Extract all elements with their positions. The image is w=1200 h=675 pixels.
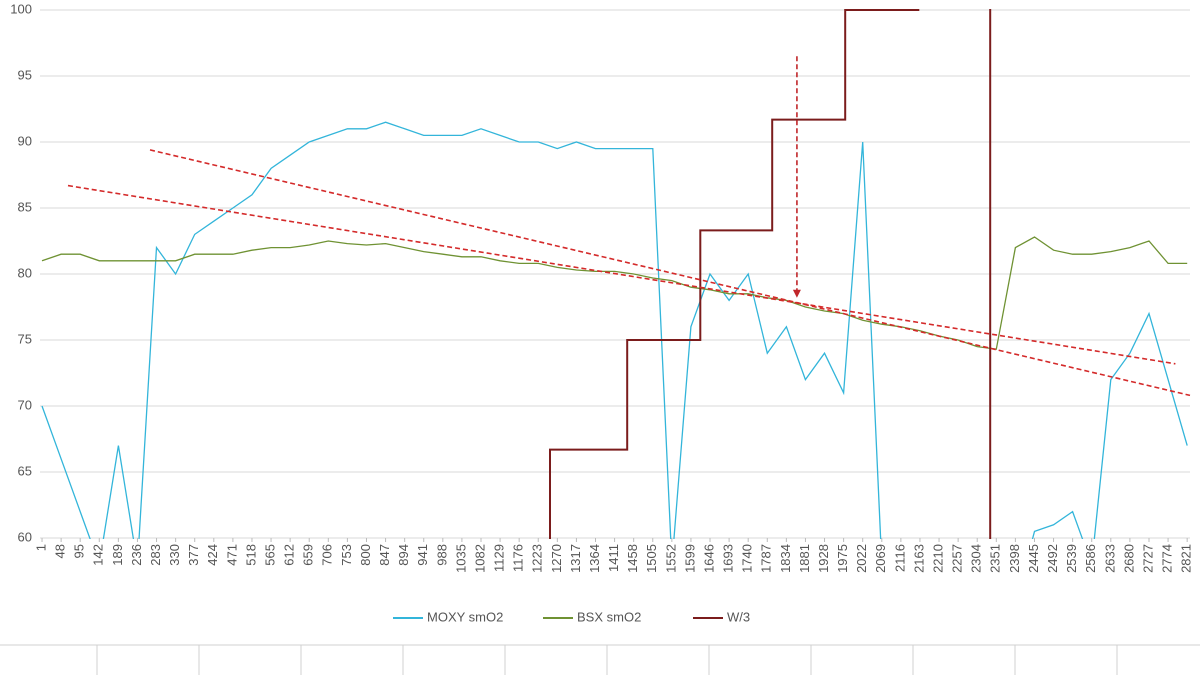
x-tick-label: 1599 <box>682 544 697 573</box>
x-tick-label: 2210 <box>930 544 945 573</box>
x-tick-label: 988 <box>434 544 449 566</box>
x-tick-label: 1740 <box>740 544 755 573</box>
x-tick-label: 95 <box>72 544 87 558</box>
legend-label: W/3 <box>727 609 750 624</box>
legend: MOXY smO2 BSX smO2 W/3 <box>393 609 750 624</box>
x-tick-label: 2727 <box>1140 544 1155 573</box>
y-tick-label: 95 <box>18 67 32 82</box>
x-tick-label: 2069 <box>873 544 888 573</box>
y-tick-label: 75 <box>18 331 32 346</box>
series-line <box>41 121 1188 539</box>
x-tick-label: 189 <box>110 544 125 566</box>
x-tick-label: 330 <box>167 544 182 566</box>
series-line <box>549 9 992 539</box>
x-tick-label: 236 <box>129 544 144 566</box>
x-tick-label: 1082 <box>472 544 487 573</box>
x-tick-label: 2304 <box>969 544 984 573</box>
x-tick-label: 2774 <box>1160 544 1175 573</box>
x-tick-label: 1176 <box>511 544 526 572</box>
x-tick-label: 2680 <box>1121 544 1136 573</box>
y-tick-label: 70 <box>18 397 32 412</box>
x-tick-label: 1834 <box>778 544 793 573</box>
x-tick-label: 518 <box>243 544 258 566</box>
y-tick-label: 60 <box>18 529 32 544</box>
x-tick-label: 1223 <box>530 544 545 573</box>
x-tick-label: 142 <box>91 544 106 566</box>
x-tick-label: 659 <box>301 544 316 566</box>
x-tick-label: 1928 <box>816 544 831 573</box>
y-tick-label: 90 <box>18 133 32 148</box>
x-tick-label: 894 <box>396 544 411 566</box>
legend-label: MOXY smO2 <box>427 609 503 624</box>
arrow-head <box>792 289 801 298</box>
x-tick-label: 2398 <box>1007 544 1022 573</box>
x-tick-label: 2633 <box>1102 544 1117 573</box>
x-tick-label: 2163 <box>911 544 926 573</box>
x-tick-label: 2445 <box>1026 544 1041 573</box>
x-tick-label: 283 <box>148 544 163 566</box>
y-tick-label: 85 <box>18 199 32 214</box>
x-tick-label: 2351 <box>988 544 1003 573</box>
x-tick-label: 471 <box>224 544 239 566</box>
x-tick-label: 1787 <box>759 544 774 573</box>
x-tick-label: 612 <box>282 544 297 566</box>
x-tick-label: 2821 <box>1179 544 1194 573</box>
sheet-grid <box>0 644 1200 675</box>
series-line <box>41 236 1188 350</box>
x-tick-label: 1 <box>33 544 48 551</box>
legend-label: BSX smO2 <box>577 609 641 624</box>
axes: 60 65 70 75 80 85 90 95 100 1 48 95 142 189 236 283 330 3… <box>10 1 1193 572</box>
x-tick-label: 1881 <box>797 544 812 573</box>
x-tick-label: 1975 <box>835 544 850 573</box>
x-tick-label: 424 <box>205 544 220 566</box>
x-tick-label: 48 <box>53 544 68 558</box>
x-tick-label: 1646 <box>701 544 716 573</box>
x-tick-label: 800 <box>358 544 373 566</box>
x-tick-label: 847 <box>377 544 392 566</box>
x-tick-label: 1364 <box>587 544 602 573</box>
trend-line <box>67 184 1176 365</box>
x-tick-label: 1129 <box>492 544 507 572</box>
x-tick-label: 2586 <box>1083 544 1098 573</box>
x-tick-label: 2492 <box>1045 544 1060 573</box>
y-tick-label: 65 <box>18 463 32 478</box>
x-tick-label: 1411 <box>606 544 621 572</box>
series-layer <box>41 9 1191 539</box>
x-tick-label: 753 <box>339 544 354 566</box>
x-tick-label: 565 <box>262 544 277 566</box>
x-tick-label: 1317 <box>568 544 583 573</box>
x-tick-label: 377 <box>186 544 201 566</box>
x-tick-label: 1693 <box>721 544 736 573</box>
x-tick-label: 1505 <box>644 544 659 573</box>
x-tick-label: 1035 <box>453 544 468 573</box>
x-tick-label: 1270 <box>549 544 564 573</box>
x-tick-label: 2539 <box>1064 544 1079 573</box>
x-tick-label: 1458 <box>625 544 640 573</box>
y-tick-label: 80 <box>18 265 32 280</box>
x-tick-label: 941 <box>415 544 430 566</box>
x-tick-label: 2257 <box>950 544 965 573</box>
y-tick-label: 100 <box>10 1 32 16</box>
x-tick-label: 706 <box>320 544 335 566</box>
x-tick-label: 1552 <box>663 544 678 573</box>
x-tick-label: 2022 <box>854 544 869 573</box>
x-tick-label: 2116 <box>892 544 907 572</box>
trend-line <box>149 149 1191 397</box>
